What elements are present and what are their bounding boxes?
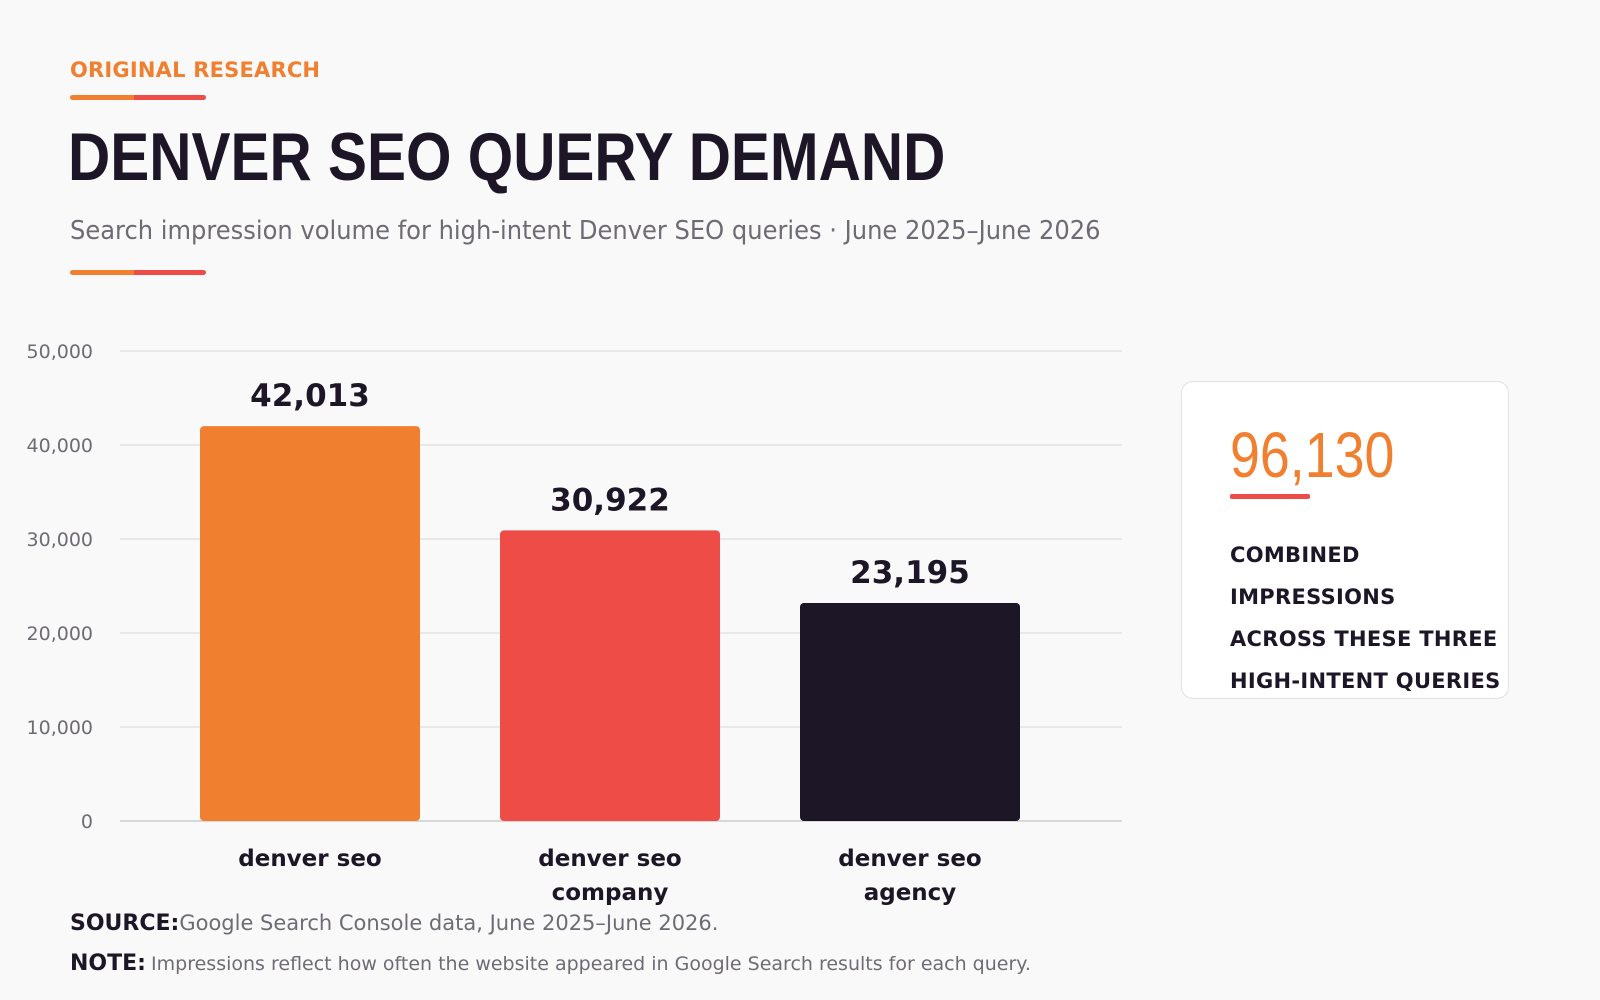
bar-value-label: 30,922 <box>550 482 670 518</box>
y-tick-label: 0 <box>81 811 93 833</box>
source-text: Google Search Console data, June 2025–Ju… <box>179 911 719 935</box>
bar <box>500 530 720 821</box>
combined-impressions-value: 96,130 <box>1230 419 1395 491</box>
x-category-label-line: agency <box>864 880 957 906</box>
x-category-label: denver seo <box>238 846 381 872</box>
bar-value-label: 42,013 <box>250 378 370 414</box>
bar <box>200 426 420 821</box>
source-footnote: SOURCE:Google Search Console data, June … <box>70 911 718 936</box>
x-category-label-line: denver seo <box>538 846 681 872</box>
x-category-label-line: denver seo <box>238 846 381 872</box>
bar-chart: 0 10,000 20,000 30,000 40,000 50,000 42,013 den… <box>27 341 1122 906</box>
eyebrow-accent-divider <box>70 95 206 100</box>
y-tick-label: 20,000 <box>27 623 93 645</box>
y-tick-label: 30,000 <box>27 529 93 551</box>
source-label: SOURCE: <box>70 911 180 936</box>
bar-value-label: 23,195 <box>850 555 970 591</box>
callout-accent-underline <box>1230 494 1310 499</box>
combined-impressions-caption: COMBINED IMPRESSIONS ACROSS THESE THREE … <box>1230 543 1501 693</box>
x-category-label-line: denver seo <box>838 846 981 872</box>
y-tick-label: 40,000 <box>27 435 93 457</box>
page-subtitle: Search impression volume for high-intent… <box>70 216 1101 246</box>
bar <box>800 602 1020 821</box>
page-title: DENVER SEO QUERY DEMAND <box>68 119 946 195</box>
note-label: NOTE: <box>70 951 146 976</box>
summary-callout-card: 96,130 COMBINED IMPRESSIONS ACROSS THESE… <box>1181 381 1509 699</box>
eyebrow-label: ORIGINAL RESEARCH <box>70 58 321 82</box>
y-tick-label: 10,000 <box>27 717 93 739</box>
title-accent-divider <box>70 270 206 275</box>
note-text: Impressions reflect how often the websit… <box>151 953 1031 975</box>
x-category-label: denver seo company <box>538 846 681 906</box>
x-category-label-line: company <box>552 880 669 906</box>
y-tick-label: 50,000 <box>27 341 93 363</box>
note-footnote: NOTE: Impressions reflect how often the … <box>70 951 1031 976</box>
x-category-label: denver seo agency <box>838 846 981 906</box>
